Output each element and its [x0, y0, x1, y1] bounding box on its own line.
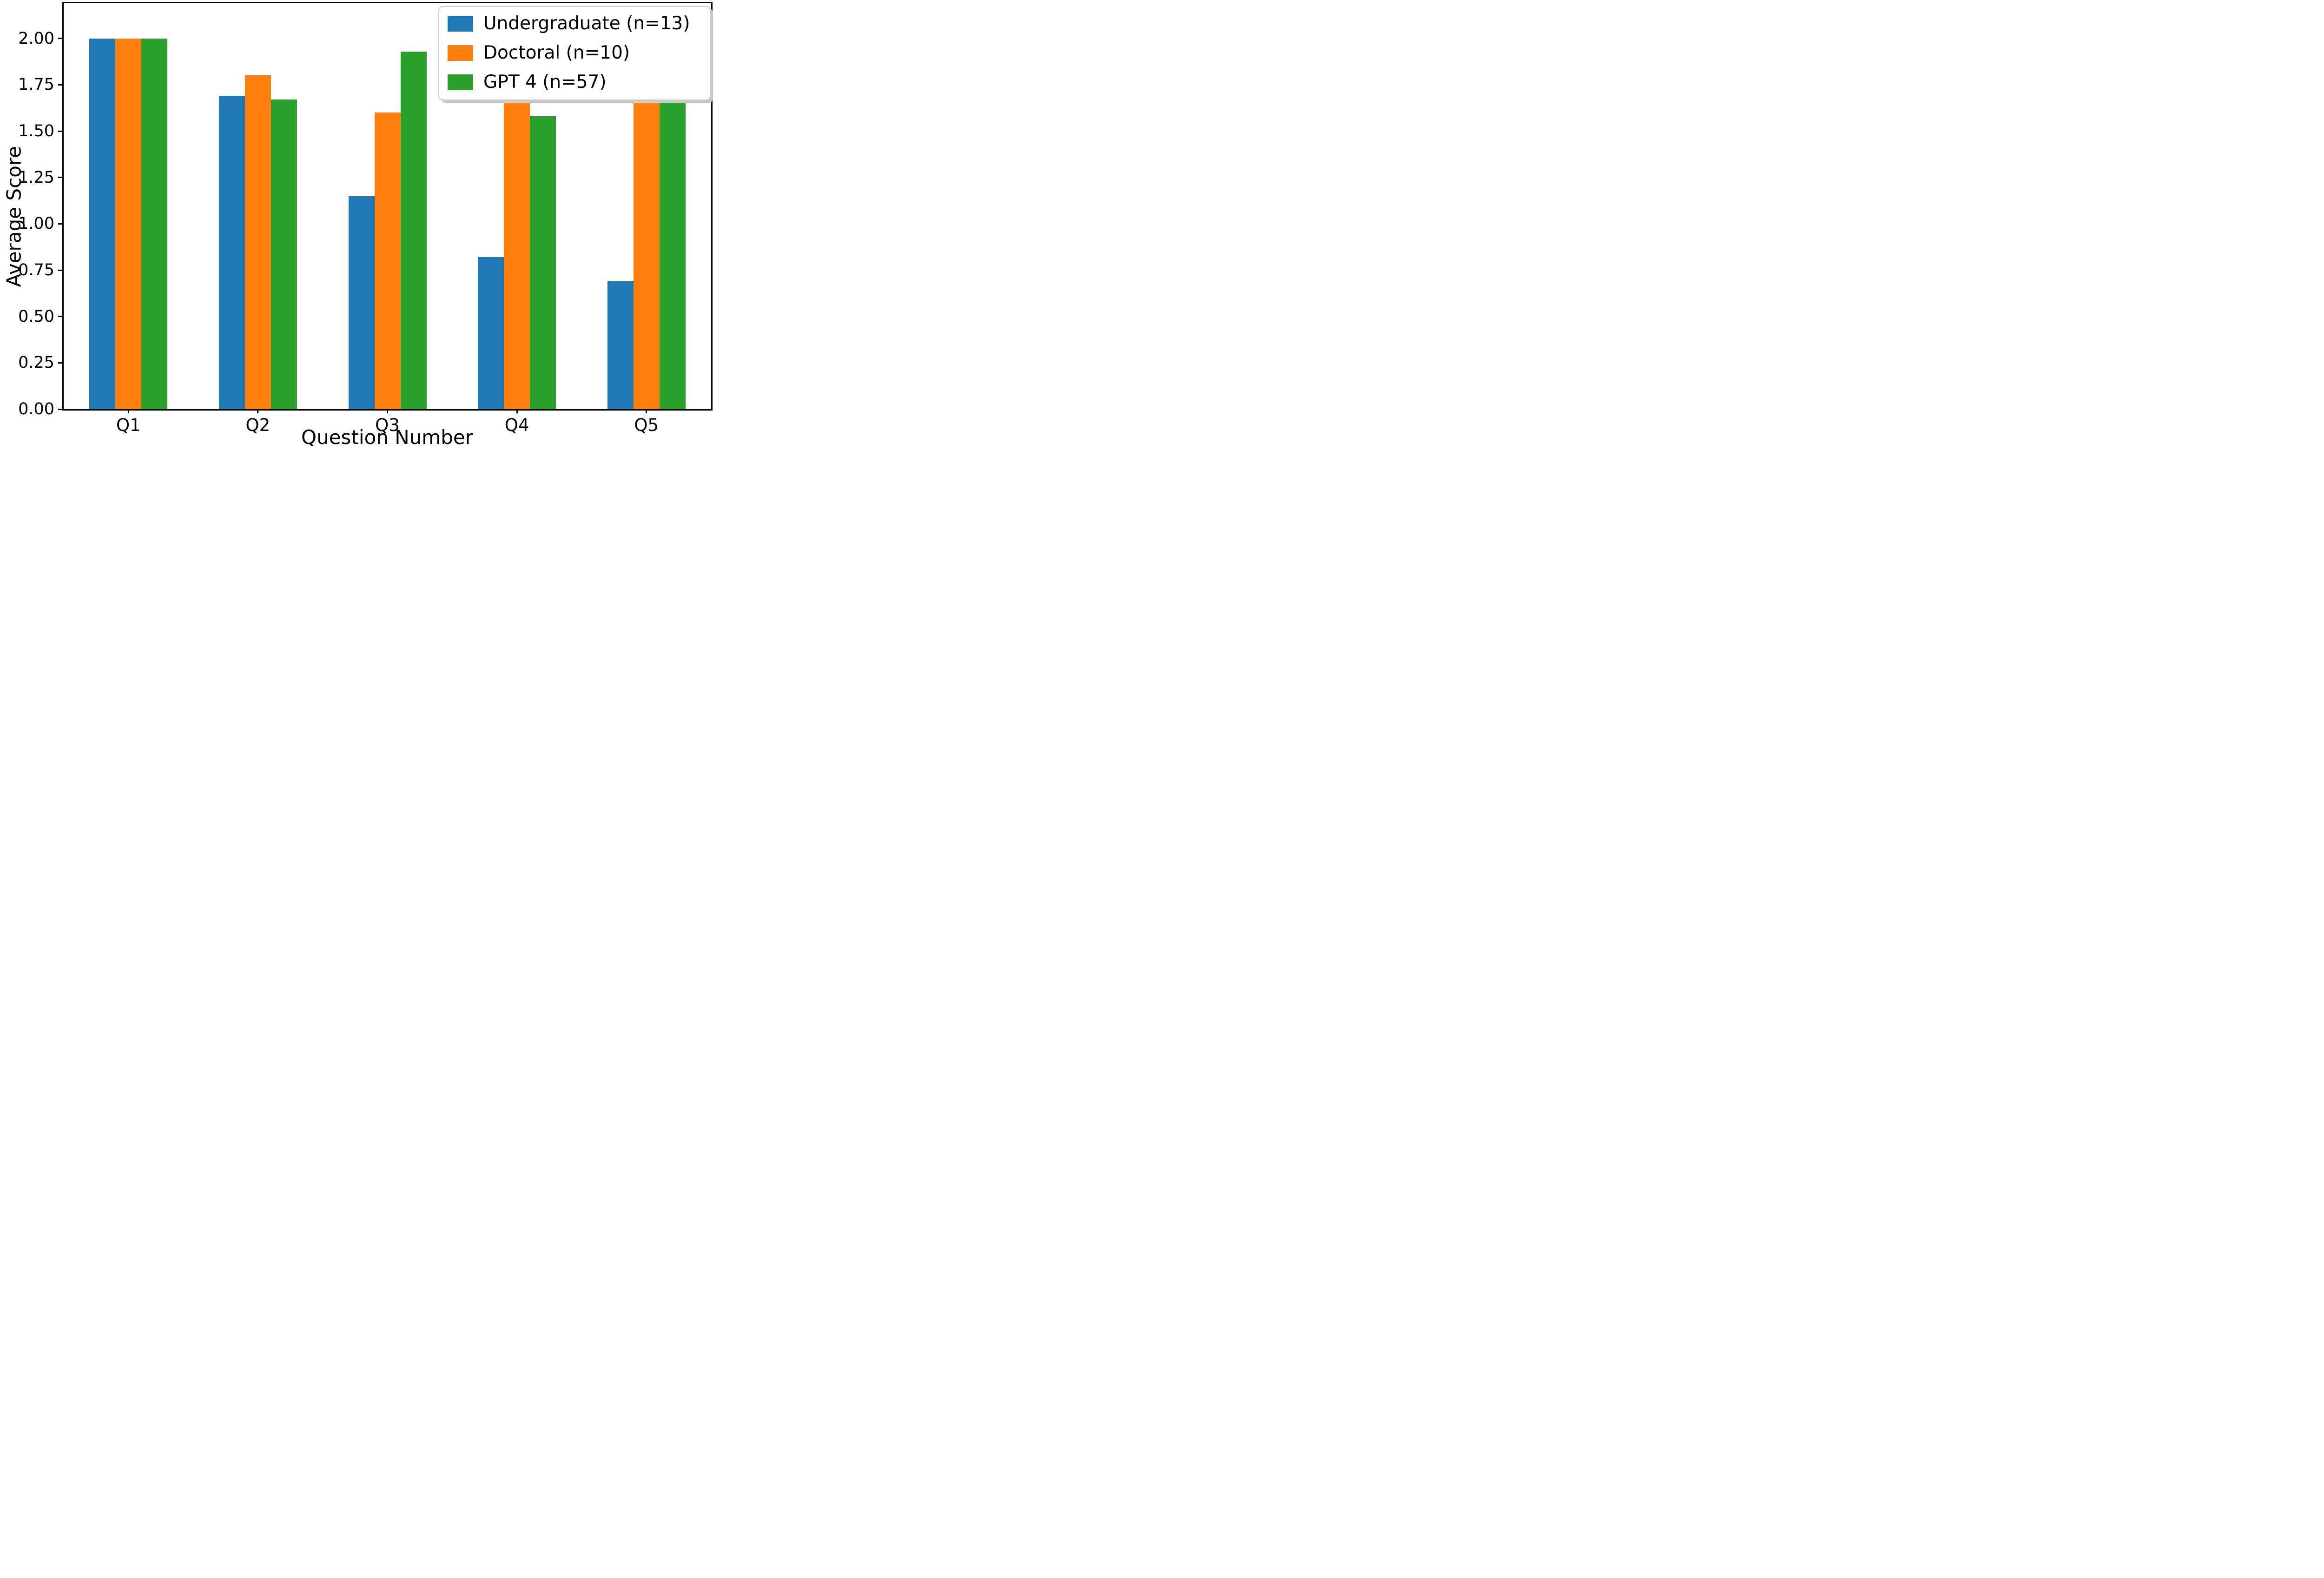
y-tick-mark: [58, 38, 62, 40]
y-tick-label: 1.75: [18, 75, 54, 94]
x-tick-mark: [516, 409, 518, 413]
x-tick-mark: [387, 409, 388, 413]
legend-label: GPT 4 (n=57): [483, 71, 607, 93]
x-tick-label: Q2: [245, 415, 271, 435]
bar-undergraduate-n-13-q2: [218, 96, 245, 409]
legend-swatch-doctoral-icon: [448, 45, 473, 61]
x-tick-mark: [257, 409, 259, 413]
legend-swatch-gpt4-icon: [448, 74, 473, 91]
x-tick-label: Q4: [504, 415, 529, 435]
y-tick-label: 2.00: [18, 29, 54, 48]
bar-doctoral-n-10-q4: [504, 99, 530, 409]
y-tick-label: 1.25: [18, 168, 54, 187]
x-tick-mark: [646, 409, 647, 413]
bar-group-q4: [478, 99, 556, 409]
y-tick-mark: [58, 223, 62, 225]
legend: Undergraduate (n=13) Doctoral (n=10) GPT…: [438, 6, 711, 100]
bar-group-q3: [348, 51, 427, 409]
legend-label: Doctoral (n=10): [483, 42, 630, 63]
y-tick-mark: [58, 362, 62, 364]
y-tick-label: 1.00: [18, 214, 54, 233]
y-axis-label: Average Score: [2, 146, 26, 287]
y-tick-mark: [58, 130, 62, 132]
x-tick-mark: [127, 409, 129, 413]
bar-group-q5: [607, 94, 686, 409]
bar-doctoral-n-10-q1: [115, 38, 142, 409]
y-tick-mark: [58, 177, 62, 179]
bar-gpt-4-n-57-q1: [141, 38, 168, 409]
bar-undergraduate-n-13-q3: [348, 196, 375, 409]
bar-gpt-4-n-57-q4: [530, 116, 556, 409]
bar-gpt-4-n-57-q5: [659, 99, 686, 409]
y-tick-mark: [58, 316, 62, 318]
y-tick-mark: [58, 269, 62, 271]
x-tick-label: Q1: [116, 415, 141, 435]
bar-chart-figure: 0.00 0.25 0.50 0.75 1.00 1.25 1.50 1.75 2.00 Q1 Q2…: [0, 0, 714, 446]
bar-gpt-4-n-57-q2: [271, 99, 297, 409]
bar-undergraduate-n-13-q5: [607, 281, 634, 409]
y-tick-label: 0.25: [18, 353, 54, 372]
y-tick-mark: [58, 408, 62, 410]
bar-doctoral-n-10-q2: [244, 75, 271, 409]
y-tick-label: 0.50: [18, 307, 54, 326]
bar-doctoral-n-10-q3: [374, 113, 401, 409]
y-tick-label: 1.50: [18, 122, 54, 141]
bar-gpt-4-n-57-q3: [400, 51, 427, 409]
legend-label: Undergraduate (n=13): [483, 13, 690, 34]
x-tick-label: Q5: [634, 415, 659, 435]
x-tick-label: Q3: [375, 415, 400, 435]
x-axis-label: Question Number: [301, 426, 473, 446]
legend-item-undergraduate: Undergraduate (n=13): [448, 14, 701, 33]
bar-undergraduate-n-13-q1: [89, 38, 116, 409]
bar-group-q2: [218, 75, 297, 409]
legend-item-gpt4: GPT 4 (n=57): [448, 73, 701, 92]
legend-item-doctoral: Doctoral (n=10): [448, 42, 701, 63]
y-tick-label: 0.75: [18, 261, 54, 280]
bar-doctoral-n-10-q5: [633, 94, 660, 409]
bar-undergraduate-n-13-q4: [478, 257, 504, 409]
y-tick-label: 0.00: [18, 400, 54, 418]
y-tick-mark: [58, 84, 62, 86]
legend-swatch-undergraduate-icon: [448, 16, 473, 32]
bar-group-q1: [89, 38, 168, 409]
